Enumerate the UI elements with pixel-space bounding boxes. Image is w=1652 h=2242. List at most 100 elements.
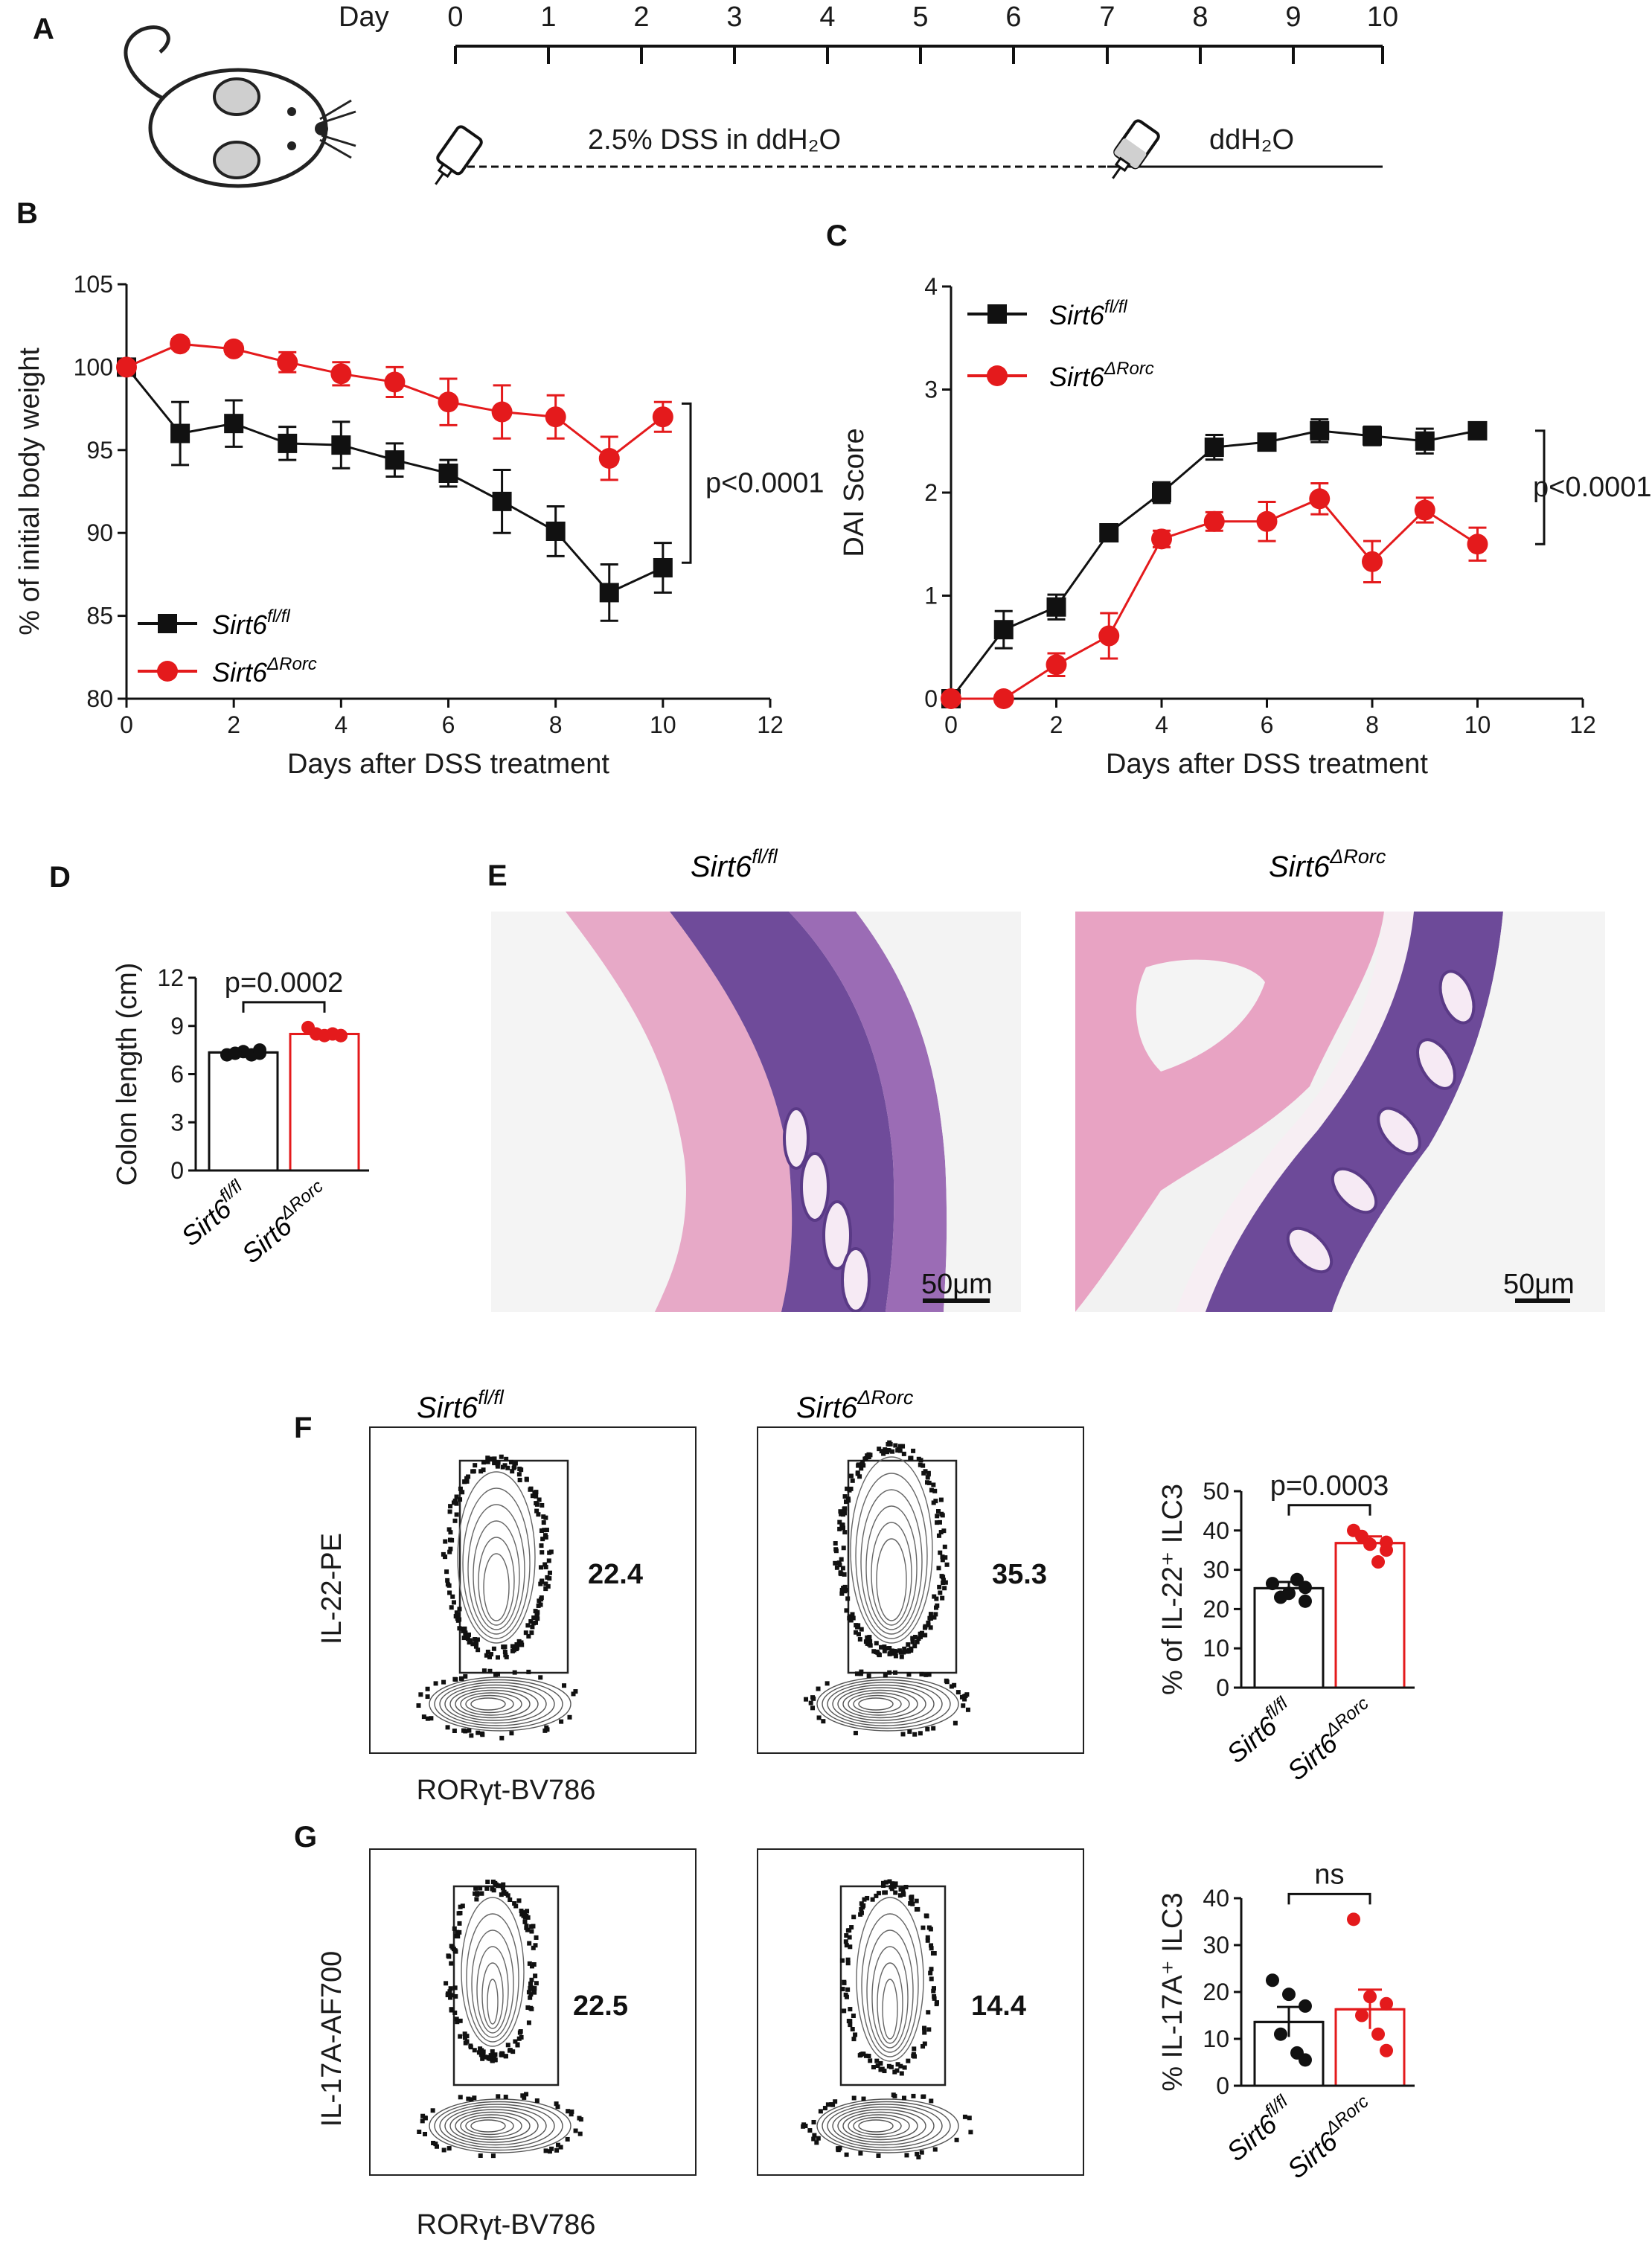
contour-upper: [877, 1962, 903, 2044]
data-dot-fl: [1265, 1973, 1279, 1988]
event-dot: [859, 1627, 864, 1632]
event-dot: [455, 1612, 461, 1617]
event-dot: [528, 1985, 533, 1990]
event-dot: [921, 2044, 926, 2049]
flow-plot-g-fl: 22.5: [369, 1848, 697, 2176]
contour-lower: [455, 2111, 531, 2141]
event-dot: [529, 2006, 534, 2011]
event-dot: [877, 1447, 882, 1452]
event-dot: [479, 1891, 484, 1896]
event-dot: [929, 1967, 934, 1972]
event-dot: [893, 1649, 898, 1654]
event-dot: [527, 1961, 532, 1966]
event-dot: [846, 2019, 851, 2024]
data-point-fl: [1310, 420, 1330, 441]
contour-upper: [461, 1897, 525, 2047]
event-dot: [886, 1441, 891, 1447]
event-dot: [856, 1632, 861, 1637]
y-tick-label: 100: [74, 353, 113, 380]
data-point-fl: [224, 414, 244, 434]
event-dot: [842, 1494, 848, 1499]
contour-lower: [439, 1682, 555, 1726]
event-dot: [931, 1988, 936, 1993]
timeline-day-label: Day: [339, 1, 389, 33]
event-dot: [816, 1715, 822, 1720]
event-dot: [840, 1566, 845, 1571]
event-dot: [907, 1729, 912, 1735]
event-dot: [417, 2129, 422, 2134]
event-dot: [959, 1694, 964, 1700]
event-dot: [904, 2153, 909, 2158]
event-dot: [929, 1946, 934, 1951]
event-dot: [478, 2153, 483, 2158]
event-dot: [545, 1727, 550, 1732]
event-dot: [910, 1901, 915, 1906]
event-dot: [534, 1508, 540, 1514]
significance-bracket: [1287, 1892, 1371, 1905]
scale-bar-label-ko: 50μm: [1503, 1269, 1575, 1300]
data-point-fl: [1363, 426, 1382, 446]
event-dot: [878, 2060, 883, 2066]
event-dot: [910, 1636, 915, 1641]
contour-lower: [429, 2098, 572, 2153]
contour-lower: [429, 1676, 572, 1732]
panel-label-b: B: [16, 197, 38, 230]
timeline-day-10: 10: [1367, 1, 1398, 33]
event-dot: [816, 1686, 821, 1691]
contour-upper: [882, 1979, 898, 2040]
event-dot: [444, 1569, 449, 1575]
event-dot: [502, 1649, 508, 1654]
data-dot-ko: [1355, 2008, 1369, 2022]
event-dot: [843, 1588, 848, 1593]
data-point-fl: [653, 557, 673, 577]
event-dot: [932, 1615, 937, 1620]
data-point-ko: [652, 406, 673, 428]
data-point-fl: [438, 463, 458, 483]
event-dot: [926, 1672, 932, 1677]
event-dot: [954, 2137, 959, 2142]
data-point-fl: [1257, 432, 1277, 452]
bottle-icon-water: [1112, 119, 1160, 179]
event-dot: [496, 2094, 501, 2099]
event-dot: [455, 1934, 461, 1939]
event-dot: [846, 1498, 851, 1503]
event-dot: [493, 2057, 498, 2063]
event-dot: [922, 2030, 927, 2035]
contour-lower: [853, 2116, 902, 2136]
event-dot: [491, 1646, 496, 1651]
event-dot: [899, 1654, 904, 1659]
event-dot: [898, 2063, 903, 2069]
event-dot: [452, 1948, 458, 1953]
event-dot: [457, 1929, 462, 1935]
contour-lower: [848, 2114, 910, 2138]
event-dot: [866, 1674, 871, 1679]
event-dot: [534, 1493, 539, 1499]
event-dot: [883, 1673, 888, 1678]
event-dot: [478, 1469, 484, 1474]
event-dot: [447, 1509, 452, 1514]
event-dot: [921, 1470, 926, 1476]
event-dot: [931, 1482, 936, 1487]
event-dot: [910, 1639, 915, 1644]
event-dot: [804, 1697, 809, 1702]
data-dot-ko: [334, 1028, 348, 1042]
event-dot: [891, 1884, 897, 1889]
event-dot: [838, 1509, 843, 1514]
contour-lower: [853, 1694, 902, 1714]
event-dot: [542, 1528, 547, 1533]
event-dot: [429, 1716, 434, 1721]
event-dot: [500, 1464, 505, 1470]
event-dot: [542, 1728, 548, 1733]
event-dot: [534, 1935, 539, 1940]
event-dot: [543, 1581, 548, 1586]
event-dot: [478, 1886, 483, 1891]
contour-lower: [439, 2104, 555, 2148]
event-dot: [508, 1897, 513, 1903]
histology-title-ko: Sirt6ΔRorc: [1269, 845, 1386, 883]
event-dot: [571, 1691, 576, 1697]
contour-upper: [473, 1520, 520, 1630]
category-superscript: ΔRorc: [1321, 2092, 1372, 2139]
event-dot: [433, 2142, 438, 2147]
event-dot: [818, 2109, 823, 2114]
event-dot: [886, 2063, 891, 2069]
